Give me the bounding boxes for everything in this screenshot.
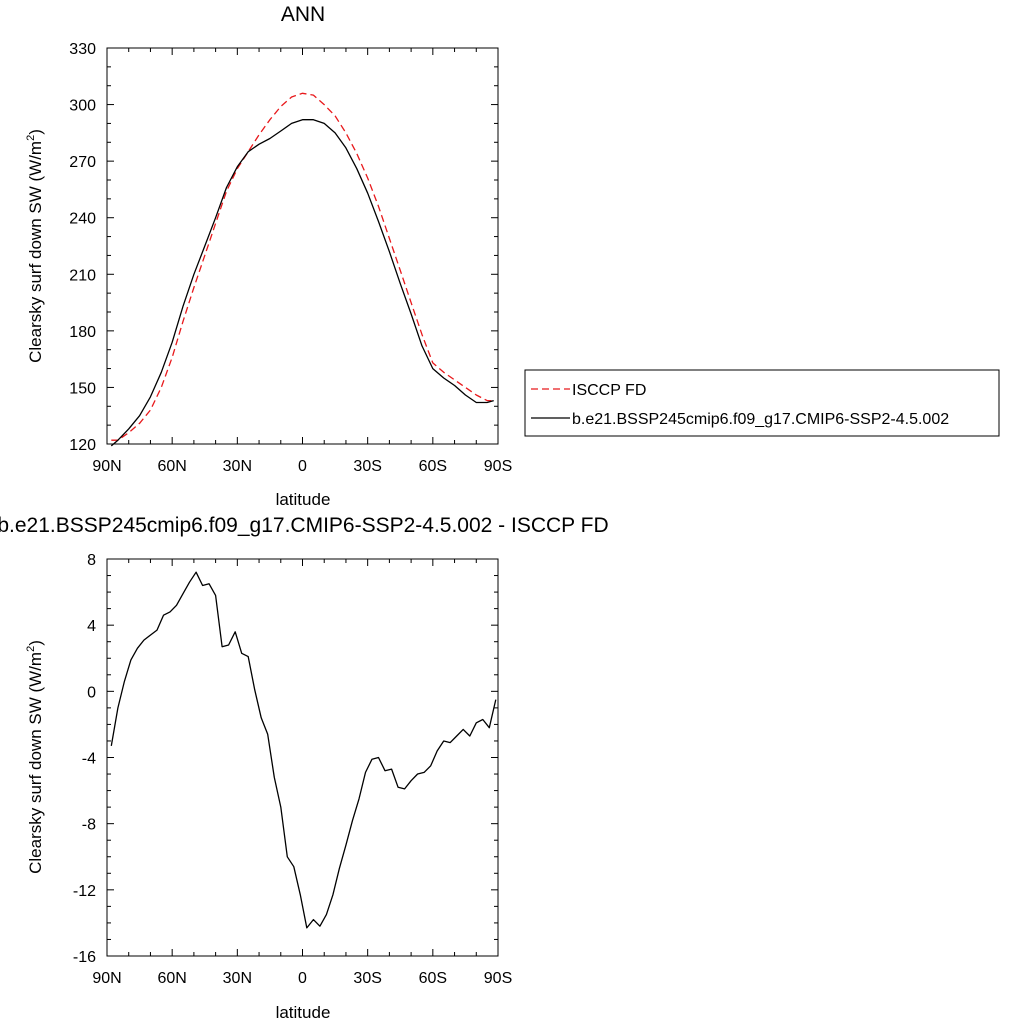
top-xtick-label: 0 — [298, 458, 307, 475]
bottom-y-label-close: ) — [26, 640, 45, 646]
top-y-label-close: ) — [26, 129, 45, 135]
top-chart-title: ANN — [281, 3, 325, 26]
top-y-axis-label: Clearsky surf down SW (W/m2) — [25, 129, 45, 363]
top-axis-ticks: 90N 60N 30N 0 30S 60S 90S 120 150 180 210 240 270 300… — [69, 41, 512, 475]
top-ytick-label: 330 — [69, 41, 96, 58]
top-ytick-label: 150 — [69, 380, 96, 397]
top-ytick-label: 120 — [69, 437, 96, 454]
bottom-xtick-label: 0 — [298, 970, 307, 987]
bottom-ytick-label: -8 — [82, 817, 96, 834]
top-ytick-label: 180 — [69, 324, 96, 341]
bottom-axis-ticks: 90N 60N 30N 0 30S 60S 90S -16 -12 -8 -4 0 4 8 — [73, 552, 512, 987]
bottom-chart-title: b.e21.BSSP245cmip6.f09_g17.CMIP6-SSP2-4.… — [0, 514, 609, 537]
top-y-label-main: Clearsky surf down SW (W/m — [26, 141, 45, 363]
top-ytick-label: 240 — [69, 211, 96, 228]
bottom-xtick-label: 60S — [419, 970, 447, 987]
top-xtick-label: 60N — [157, 458, 186, 475]
top-ytick-label: 270 — [69, 154, 96, 171]
top-series-group — [110, 92, 494, 447]
top-series-line-model — [110, 119, 494, 447]
top-y-label-sup: 2 — [25, 135, 37, 141]
bottom-x-axis-label: latitude — [276, 1003, 331, 1022]
bottom-series-group — [110, 571, 497, 929]
bottom-xtick-label: 60N — [157, 970, 186, 987]
bottom-y-axis-label: Clearsky surf down SW (W/m2) — [25, 640, 45, 874]
top-series-line-isccp-fd — [111, 92, 494, 441]
bottom-y-label-sup: 2 — [25, 646, 37, 652]
bottom-panel: b.e21.BSSP245cmip6.f09_g17.CMIP6-SSP2-4.… — [0, 514, 609, 1022]
top-ytick-label: 300 — [69, 98, 96, 115]
top-xtick-label: 30N — [223, 458, 252, 475]
top-x-axis-label: latitude — [276, 490, 331, 509]
bottom-ytick-label: -16 — [73, 949, 96, 966]
bottom-xtick-label: 30N — [223, 970, 252, 987]
bottom-plot-frame — [106, 558, 499, 957]
bottom-ytick-label: 4 — [87, 618, 96, 635]
bottom-y-label-main: Clearsky surf down SW (W/m — [26, 652, 45, 874]
legend-box — [524, 369, 1000, 437]
legend-label-isccp-fd: ISCCP FD — [572, 382, 646, 399]
top-xtick-label: 90S — [484, 458, 512, 475]
legend: ISCCP FD b.e21.BSSP245cmip6.f09_g17.CMIP… — [524, 369, 1000, 437]
top-plot-frame — [106, 47, 499, 445]
top-xtick-label: 60S — [419, 458, 447, 475]
top-panel: ANN 90N 60N 30N 0 30S 60S 90S 120 150 180 210 240 27… — [25, 3, 512, 509]
bottom-xtick-label: 90S — [484, 970, 512, 987]
top-ytick-label: 210 — [69, 267, 96, 284]
bottom-ytick-label: 0 — [87, 684, 96, 701]
top-xtick-label: 30S — [353, 458, 381, 475]
legend-label-model: b.e21.BSSP245cmip6.f09_g17.CMIP6-SSP2-4.… — [572, 411, 949, 428]
bottom-ytick-label: -4 — [82, 751, 96, 768]
bottom-ytick-label: -12 — [73, 883, 96, 900]
bottom-xtick-label: 90N — [92, 970, 121, 987]
bottom-series-line-difference — [110, 571, 497, 929]
top-xtick-label: 90N — [92, 458, 121, 475]
bottom-xtick-label: 30S — [353, 970, 381, 987]
bottom-ytick-label: 8 — [87, 552, 96, 569]
